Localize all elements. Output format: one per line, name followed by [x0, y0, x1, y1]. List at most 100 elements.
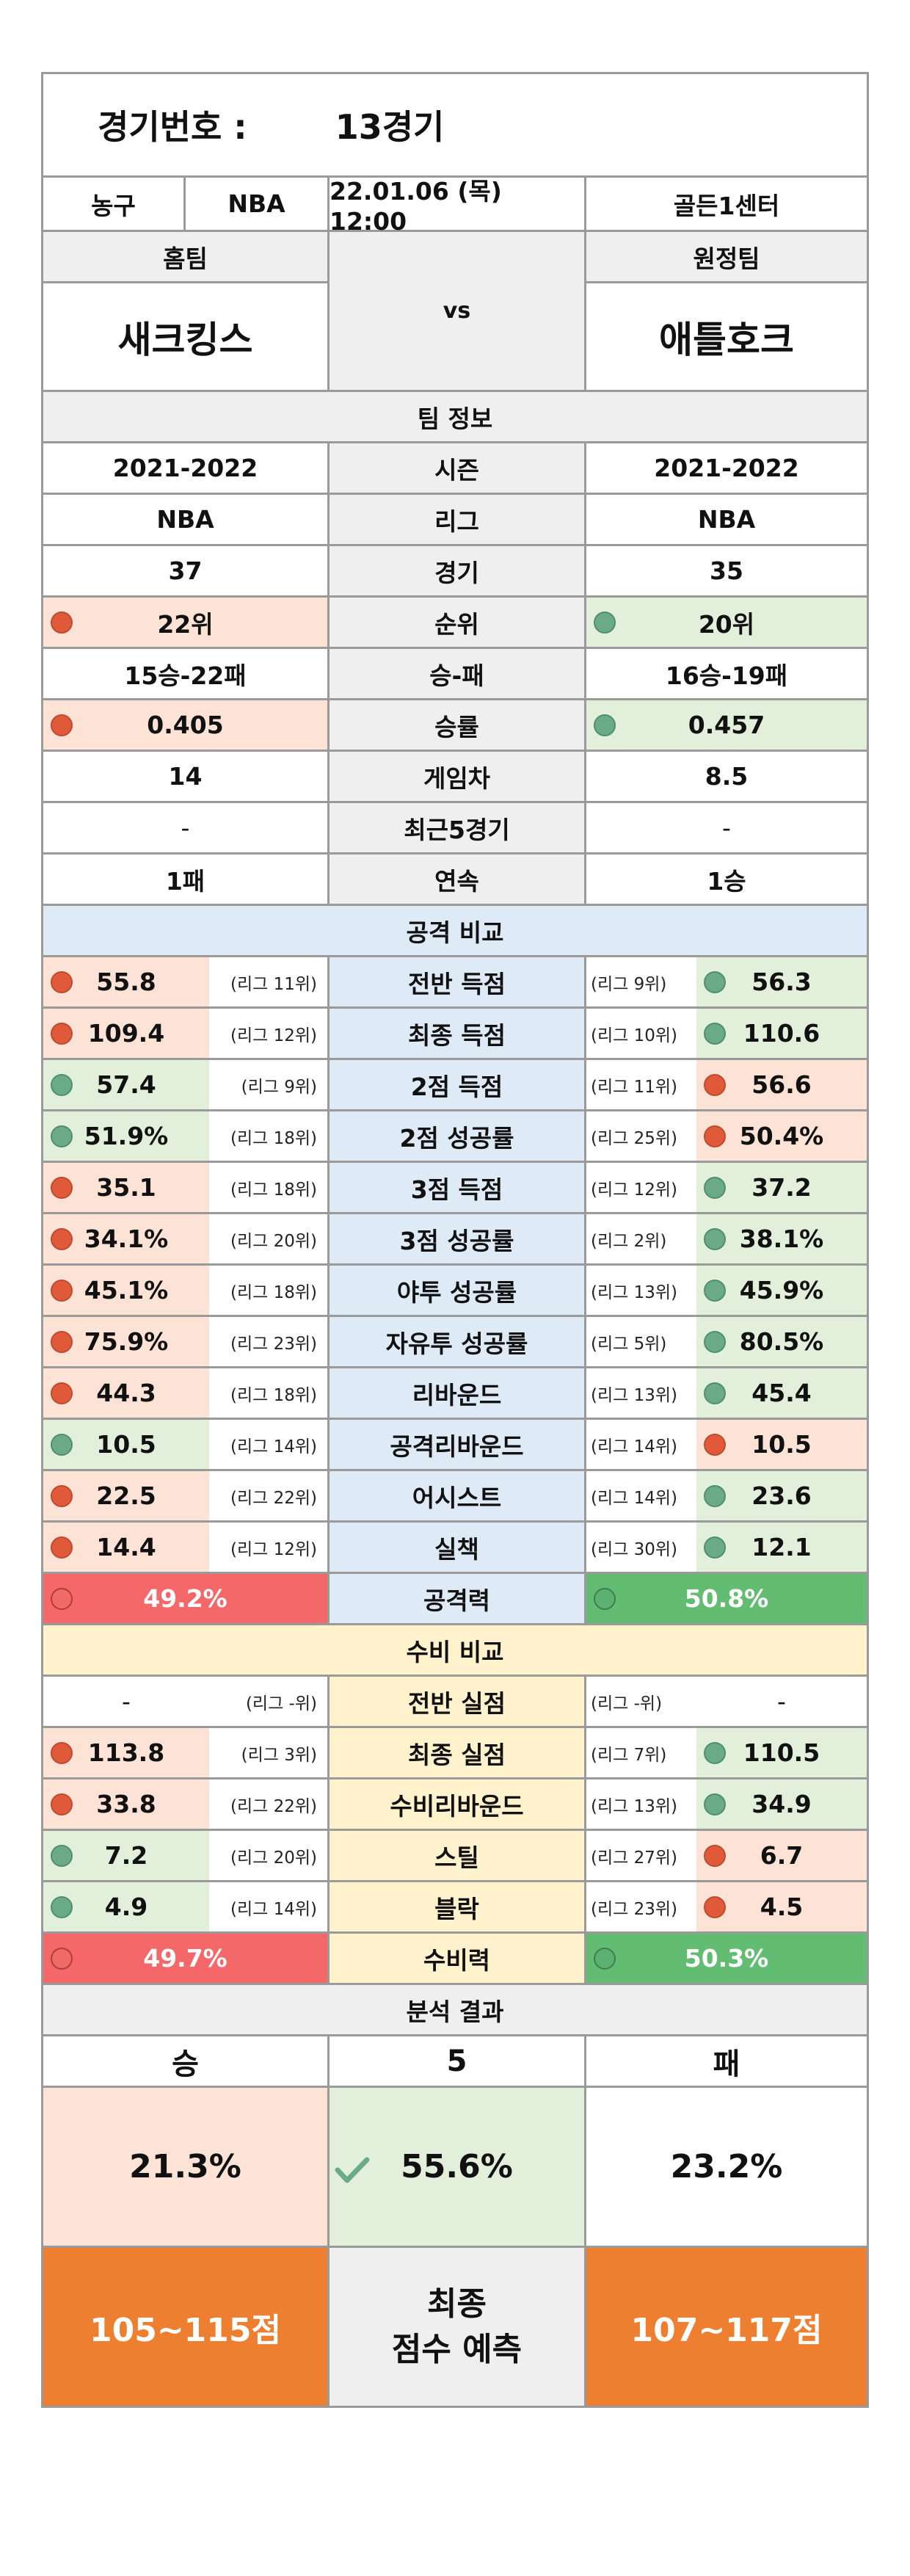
home-stat-rank: (리그 20위) — [209, 1831, 330, 1880]
home-league: NBA — [43, 495, 330, 544]
match-number-label: 경기번호 : — [98, 107, 247, 147]
away-stat-number: 37.2 — [751, 1173, 812, 1202]
away-rank: 20위 — [586, 598, 867, 647]
away-stat-rank: (리그 12위) — [586, 1163, 696, 1212]
team-info-row: 0.405 승률 0.457 — [41, 700, 869, 752]
worse-indicator-icon — [51, 1279, 73, 1302]
home-stat-number: 7.2 — [104, 1841, 148, 1870]
attack-power-label: 공격력 — [330, 1574, 586, 1623]
away-stat-rank: (리그 7위) — [586, 1728, 696, 1777]
team-info-row: 1패 연속 1승 — [41, 855, 869, 906]
worse-indicator-icon — [51, 1587, 73, 1610]
away-stat-value: 37.2 — [696, 1163, 867, 1212]
home-games: 37 — [43, 546, 330, 595]
home-stat-rank: (리그 14위) — [209, 1882, 330, 1931]
stat-label: 블락 — [330, 1882, 586, 1931]
stat-label: 최종 실점 — [330, 1728, 586, 1777]
stat-label: 스틸 — [330, 1831, 586, 1880]
league-label: 리그 — [330, 495, 586, 544]
away-team-name: 애틀호크 — [586, 283, 867, 390]
header-cell: 경기번호 : 13경기 — [43, 74, 867, 175]
home-stat-number: 75.9% — [84, 1327, 169, 1356]
worse-indicator-icon — [51, 1330, 73, 1353]
attack-title: 공격 비교 — [43, 906, 867, 955]
home-stat-number: 51.9% — [84, 1122, 169, 1150]
away-stat-rank: (리그 27위) — [586, 1831, 696, 1880]
worse-indicator-icon — [51, 1227, 73, 1250]
home-games-behind: 14 — [43, 752, 330, 801]
away-stat-rank: (리그 14위) — [586, 1471, 696, 1520]
better-indicator-icon — [704, 1484, 726, 1507]
stat-label: 자유투 성공률 — [330, 1317, 586, 1366]
stat-label: 리바운드 — [330, 1368, 586, 1418]
defense-title-row: 수비 비교 — [41, 1625, 869, 1677]
home-stat-number: 10.5 — [96, 1430, 156, 1459]
stat-label: 2점 성공률 — [330, 1111, 586, 1161]
away-record: 16승-19패 — [586, 649, 867, 698]
handicap-value: 5 — [330, 2036, 586, 2086]
home-stat-rank: (리그 9위) — [209, 1060, 330, 1109]
attack-stat-row: 55.8 (리그 11위) 전반 득점 (리그 9위) 56.3 — [41, 957, 869, 1009]
away-attack-power: 50.8% — [586, 1574, 867, 1623]
better-indicator-icon — [704, 1793, 726, 1815]
stat-label: 전반 득점 — [330, 957, 586, 1006]
better-indicator-icon — [704, 1536, 726, 1559]
final-label-line2: 점수 예측 — [391, 2330, 523, 2368]
worse-indicator-icon — [704, 1895, 726, 1918]
last5-label: 최근5경기 — [330, 803, 586, 852]
away-win-rate-value: 0.457 — [688, 711, 765, 739]
home-stat-value: 57.4 — [43, 1060, 209, 1109]
league: NBA — [186, 178, 330, 230]
worse-indicator-icon — [704, 1844, 726, 1867]
home-stat-value: 33.8 — [43, 1779, 209, 1829]
win-label: 승 — [43, 2036, 330, 2086]
match-datetime: 22.01.06 (목) 12:00 — [330, 177, 586, 236]
better-indicator-icon — [594, 1587, 616, 1610]
home-season: 2021-2022 — [43, 443, 330, 493]
final-label-line1: 최종 — [427, 2285, 487, 2323]
lose-label: 패 — [586, 2036, 867, 2086]
worse-indicator-icon — [51, 1484, 73, 1507]
worse-indicator-icon — [51, 1741, 73, 1764]
attack-stat-row: 51.9% (리그 18위) 2점 성공률 (리그 25위) 50.4% — [41, 1111, 869, 1163]
streak-label: 연속 — [330, 855, 586, 904]
away-season: 2021-2022 — [586, 443, 867, 493]
away-stat-rank: (리그 2위) — [586, 1214, 696, 1263]
stat-label: 어시스트 — [330, 1471, 586, 1520]
away-stat-number: 50.4% — [739, 1122, 824, 1150]
home-stat-rank: (리그 -위) — [209, 1677, 330, 1726]
worse-indicator-icon — [51, 611, 73, 634]
home-stat-number: 14.4 — [96, 1533, 156, 1561]
away-stat-rank: (리그 9위) — [586, 957, 696, 1006]
stat-label: 최종 득점 — [330, 1009, 586, 1058]
home-stat-number: 113.8 — [87, 1738, 165, 1767]
away-team-block: 원정팀 애틀호크 — [586, 232, 867, 390]
away-defense-power: 50.3% — [586, 1934, 867, 1983]
home-rank: 22위 — [43, 598, 330, 647]
better-indicator-icon — [704, 1279, 726, 1302]
home-rank-value: 22위 — [157, 609, 214, 639]
home-stat-rank: (리그 12위) — [209, 1523, 330, 1572]
defense-rows: - (리그 -위) 전반 실점 (리그 -위) -113.8 (리그 3위) 최종 실점 (리… — [41, 1677, 869, 1934]
season-label: 시즌 — [330, 443, 586, 493]
away-stat-number: 12.1 — [751, 1533, 812, 1561]
home-stat-value: 51.9% — [43, 1111, 209, 1161]
games-label: 경기 — [330, 546, 586, 595]
analysis-title-row: 분석 결과 — [41, 1985, 869, 2036]
away-stat-rank: (리그 23위) — [586, 1882, 696, 1931]
home-stat-number: 4.9 — [104, 1893, 148, 1921]
home-attack-power: 49.2% — [43, 1574, 330, 1623]
home-stat-rank: (리그 18위) — [209, 1111, 330, 1161]
home-stat-rank: (리그 3위) — [209, 1728, 330, 1777]
win-rate-label: 승률 — [330, 700, 586, 750]
header-row: 경기번호 : 13경기 — [41, 72, 869, 178]
better-indicator-icon — [704, 1330, 726, 1353]
away-streak: 1승 — [586, 855, 867, 904]
home-stat-rank: (리그 22위) — [209, 1471, 330, 1520]
defense-stat-row: - (리그 -위) 전반 실점 (리그 -위) - — [41, 1677, 869, 1728]
teams-block: 홈팀 새크킹스 vs 원정팀 애틀호크 — [41, 232, 869, 392]
analysis-pct-row: 21.3% 55.6% 23.2% — [41, 2088, 869, 2248]
defense-power-row: 49.7% 수비력 50.3% — [41, 1934, 869, 1985]
worse-indicator-icon — [51, 1382, 73, 1404]
score-prediction-row: 105~115점 최종 점수 예측 107~117점 — [41, 2248, 869, 2408]
